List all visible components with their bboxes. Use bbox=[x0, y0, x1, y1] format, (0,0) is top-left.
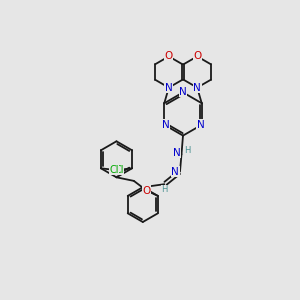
Text: Cl: Cl bbox=[114, 165, 124, 175]
Text: O: O bbox=[142, 185, 151, 196]
Text: O: O bbox=[193, 51, 201, 62]
Text: H: H bbox=[161, 185, 168, 194]
Text: N: N bbox=[193, 82, 201, 93]
Text: N: N bbox=[196, 120, 204, 130]
Text: N: N bbox=[165, 82, 173, 93]
Text: N: N bbox=[173, 148, 181, 158]
Text: N: N bbox=[179, 87, 187, 97]
Text: H: H bbox=[184, 146, 190, 155]
Text: N: N bbox=[162, 120, 170, 130]
Text: O: O bbox=[165, 51, 173, 62]
Text: N: N bbox=[171, 167, 179, 177]
Text: Cl: Cl bbox=[109, 165, 119, 175]
